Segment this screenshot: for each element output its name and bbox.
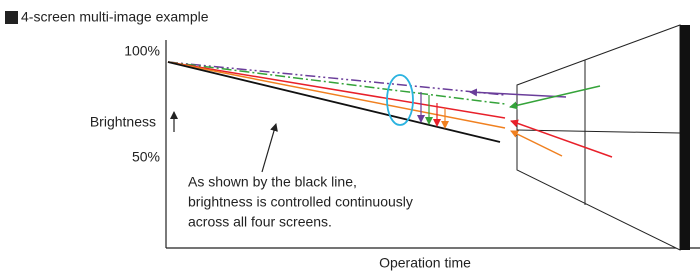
title: 4-screen multi-image example: [21, 9, 209, 25]
page: 4-screen multi-image example 100% 50% Br…: [0, 0, 700, 273]
y-axis-label: Brightness: [90, 114, 156, 130]
red-line: [168, 62, 505, 118]
y-top-label: 100%: [124, 43, 160, 59]
orange-line: [168, 62, 505, 128]
title-square: [5, 11, 18, 24]
y-mid-label: 50%: [132, 149, 160, 165]
screen-wall: [517, 25, 680, 250]
x-axis-label: Operation time: [379, 255, 471, 271]
annotation-line: brightness is controlled continuously: [188, 194, 413, 210]
diagram: 4-screen multi-image example 100% 50% Br…: [0, 0, 700, 273]
annotation-arrow: [262, 124, 276, 172]
screen-edge: [680, 25, 690, 250]
black-line: [168, 62, 500, 142]
annotation-line: As shown by the black line,: [188, 174, 357, 190]
green-line: [168, 62, 505, 104]
annotation-line: across all four screens.: [188, 214, 332, 230]
